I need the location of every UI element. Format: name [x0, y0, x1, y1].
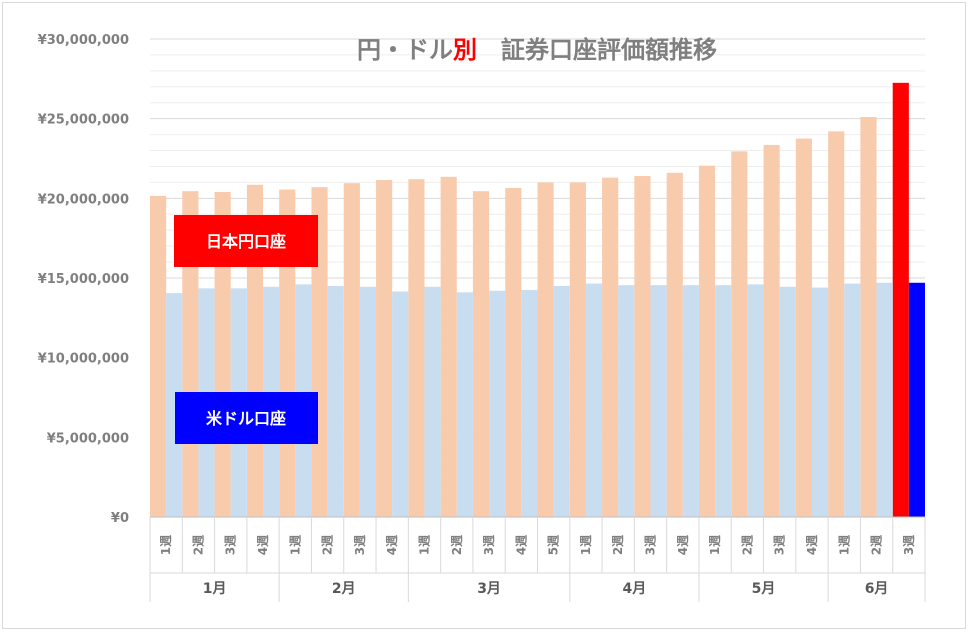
x-tick-label: 2週	[739, 535, 754, 555]
bar-yen-21	[795, 138, 812, 518]
x-tick-labels: 1週 2週 3週 4週 1週 2週 3週 4週 1週 2週 3週 4週 5週 1週 2週 3週 4週 1週 2週 3週…	[158, 535, 916, 555]
bar-usd-24	[908, 282, 925, 517]
legend-usd-label: 米ドル口座	[206, 409, 286, 428]
x-tick-label: 4週	[675, 535, 690, 555]
bar-yen-18	[698, 165, 716, 518]
y-tick-label: ¥30,000,000	[38, 33, 129, 48]
bar-yen-24	[892, 82, 909, 518]
legend-yen-box	[174, 215, 318, 267]
bar-usd-6	[327, 285, 344, 517]
x-tick-label: 4週	[804, 535, 819, 555]
x-tick-label: 2週	[610, 535, 625, 555]
x-tick-label: 3週	[901, 535, 916, 555]
bar-yen-8	[376, 180, 393, 517]
axes	[149, 516, 926, 602]
bars	[150, 82, 925, 518]
x-tick-label: 1週	[416, 535, 431, 555]
month-label: 2月	[332, 581, 356, 597]
bar-usd-18	[715, 285, 732, 517]
x-tick-label: 2週	[449, 535, 464, 555]
bar-usd-10	[456, 292, 473, 517]
bar-usd-23	[876, 282, 893, 517]
x-tick-label: 3週	[352, 535, 367, 555]
bar-yen-23	[860, 117, 877, 517]
bar-usd-17	[682, 285, 699, 517]
x-tick-label: 1週	[578, 535, 593, 555]
bar-usd-12	[521, 289, 538, 517]
x-tick-label: 4週	[384, 535, 399, 555]
bar-usd-16	[650, 285, 667, 517]
x-tick-label: 2週	[320, 535, 335, 555]
x-tick-label: 4週	[255, 535, 270, 555]
bar-yen-20	[763, 144, 780, 517]
legend-yen: 日本円口座	[174, 215, 318, 267]
month-label: 3月	[477, 581, 501, 597]
x-tick-label: 5週	[546, 535, 561, 555]
bar-usd-8	[392, 291, 409, 517]
y-tick-label: ¥20,000,000	[38, 192, 129, 207]
x-tick-label: 4週	[513, 535, 528, 555]
month-labels: 1月 2月 3月 4月 5月 6月	[203, 581, 889, 597]
x-tick-label: 3週	[481, 535, 496, 555]
bar-yen-16	[634, 176, 651, 517]
bar-usd-15	[618, 285, 635, 517]
month-label: 1月	[203, 581, 227, 597]
bar-yen-10	[440, 176, 457, 517]
bar-yen-11	[472, 191, 490, 517]
month-label: 5月	[752, 581, 776, 597]
bar-yen-1	[150, 195, 167, 517]
bar-usd-13	[553, 285, 570, 517]
bar-usd-19	[747, 284, 764, 517]
bar-usd-22	[844, 283, 861, 517]
bar-yen-13	[537, 182, 554, 517]
y-tick-label: ¥5,000,000	[47, 431, 129, 446]
bar-usd-9	[424, 286, 441, 517]
bar-usd-11	[489, 290, 506, 517]
x-tick-label: 1週	[158, 535, 173, 555]
legend-usd-box	[175, 392, 318, 444]
x-tick-label: 2週	[190, 535, 205, 555]
x-tick-label: 2週	[869, 535, 884, 555]
x-tick-label: 1週	[287, 535, 302, 555]
bar-yen-17	[666, 172, 683, 517]
bar-usd-20	[779, 286, 796, 517]
y-tick-label: ¥10,000,000	[38, 352, 129, 367]
bar-yen-12	[505, 187, 522, 517]
x-tick-label: 3週	[223, 535, 238, 555]
y-tick-label: ¥15,000,000	[38, 272, 129, 287]
legend-usd: 米ドル口座	[175, 392, 318, 444]
x-tick-label: 3週	[643, 535, 658, 555]
chart-title-part-1: 円・ドル	[357, 36, 453, 64]
bar-yen-9	[408, 179, 425, 518]
y-tick-label: ¥25,000,000	[38, 113, 129, 128]
bar-usd-7	[359, 286, 377, 517]
x-tick-label: 1週	[836, 535, 851, 555]
bar-usd-21	[811, 287, 829, 517]
bar-yen-19	[731, 151, 748, 517]
x-tick-label: 1週	[707, 535, 722, 555]
y-tick-labels: ¥0 ¥5,000,000 ¥10,000,000 ¥15,000,000 ¥20,00…	[38, 33, 129, 526]
chart-title-part-2: 別	[453, 36, 477, 64]
bar-usd-14	[585, 283, 603, 517]
bar-yen-14	[569, 182, 586, 517]
month-label: 6月	[865, 581, 889, 597]
x-tick-label: 3週	[772, 535, 787, 555]
y-tick-label: ¥0	[111, 511, 129, 526]
legend-yen-label: 日本円口座	[206, 232, 286, 251]
bar-usd-1	[166, 293, 183, 517]
chart-title-part-3: 証券口座評価額推移	[477, 36, 717, 64]
bar-yen-22	[828, 131, 845, 517]
chart-title: 円・ドル別 証券口座評価額推移	[357, 36, 717, 64]
bar-yen-7	[343, 183, 360, 518]
bar-yen-15	[602, 177, 619, 517]
month-label: 4月	[623, 581, 647, 597]
